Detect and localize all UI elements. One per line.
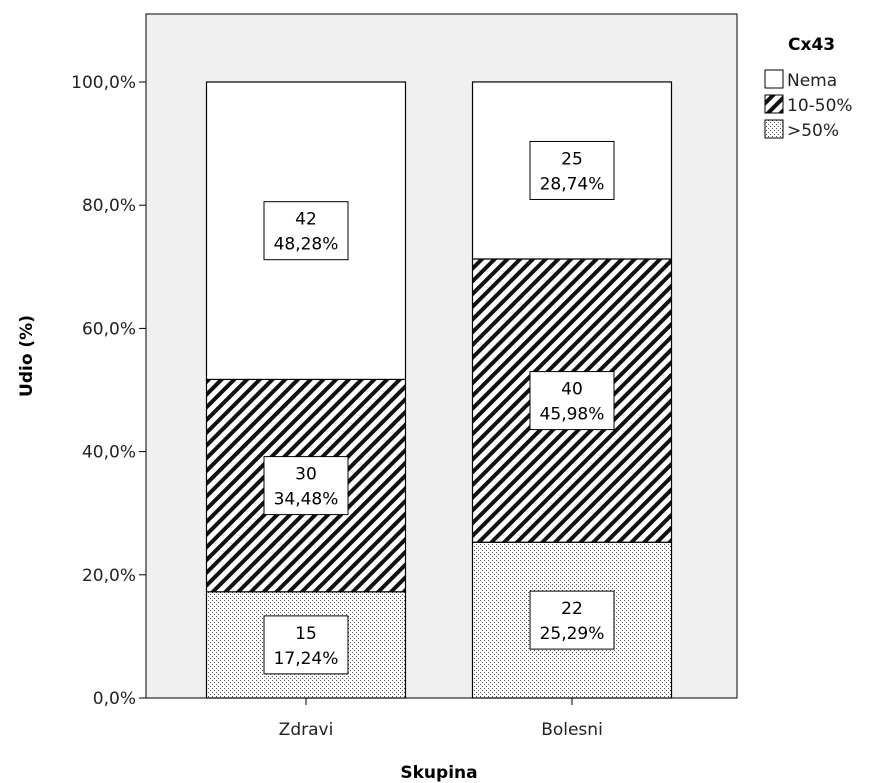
data-label-count: 22 bbox=[561, 599, 583, 619]
y-tick-label: 40,0% bbox=[82, 443, 136, 463]
data-label-percent: 28,74% bbox=[540, 174, 605, 194]
data-label-box bbox=[529, 140, 615, 200]
data-label-box bbox=[263, 456, 349, 516]
x-axis-title: Skupina bbox=[400, 763, 477, 783]
data-label-percent: 25,29% bbox=[540, 624, 605, 644]
data-label-percent: 17,24% bbox=[274, 649, 339, 669]
data-label-count: 25 bbox=[561, 149, 583, 169]
y-axis-title: Udio (%) bbox=[17, 315, 37, 397]
legend-swatch bbox=[764, 119, 784, 139]
data-label-count: 40 bbox=[561, 380, 583, 400]
data-label-percent: 48,28% bbox=[274, 235, 339, 255]
x-tick-label: Bolesni bbox=[541, 720, 603, 740]
data-label-count: 42 bbox=[295, 210, 317, 230]
legend-label: 10-50% bbox=[787, 96, 853, 116]
y-tick-label: 80,0% bbox=[82, 196, 136, 216]
data-label-box bbox=[263, 201, 349, 261]
legend-swatch bbox=[764, 94, 784, 114]
data-label-percent: 45,98% bbox=[540, 405, 605, 425]
y-tick-label: 20,0% bbox=[82, 566, 136, 586]
legend-label: >50% bbox=[787, 121, 839, 141]
legend-title: Cx43 bbox=[788, 35, 835, 55]
data-label-count: 15 bbox=[295, 624, 317, 644]
y-tick-label: 0,0% bbox=[93, 689, 136, 709]
legend: Cx43 Nema 10-50% >50% bbox=[764, 35, 853, 141]
x-tick-label: Zdravi bbox=[279, 720, 334, 740]
legend-swatch bbox=[764, 69, 784, 89]
data-label-count: 30 bbox=[295, 465, 317, 485]
legend-label: Nema bbox=[787, 71, 837, 91]
y-tick-label: 100,0% bbox=[71, 73, 136, 93]
y-tick-label: 60,0% bbox=[82, 319, 136, 339]
data-label-box bbox=[263, 615, 349, 675]
data-label-box bbox=[529, 371, 615, 431]
data-label-box bbox=[529, 590, 615, 650]
data-label-percent: 34,48% bbox=[274, 490, 339, 510]
